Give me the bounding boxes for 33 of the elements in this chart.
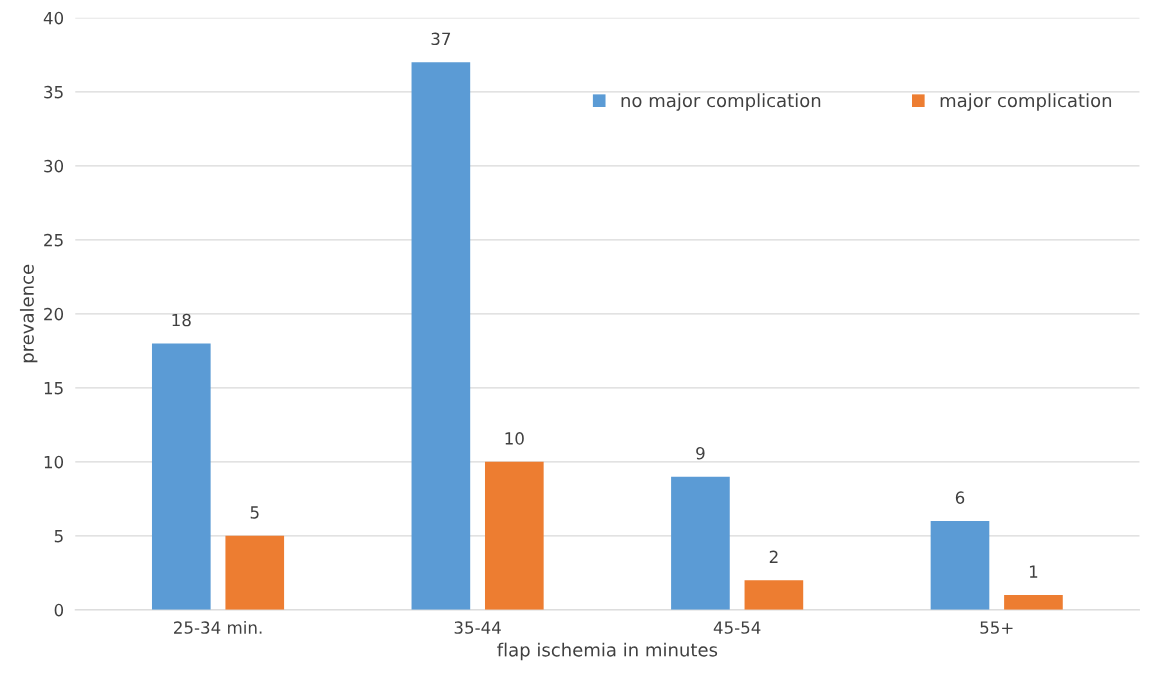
bar — [1004, 595, 1063, 610]
x-tick-label: 35-44 — [454, 621, 501, 634]
data-label: 2 — [769, 550, 778, 563]
bar — [484, 461, 544, 610]
y-tick-label: 10 — [44, 455, 64, 469]
data-label: 6 — [955, 491, 965, 504]
bar — [930, 521, 990, 610]
data-label: 18 — [172, 313, 191, 327]
x-tick-label: 45-54 — [713, 621, 761, 634]
data-label: 37 — [431, 32, 451, 46]
y-tick-label: 25 — [44, 233, 63, 247]
x-tick-label: 55+ — [980, 621, 1013, 634]
bar — [671, 476, 730, 610]
bar — [744, 580, 804, 610]
x-axis-title: flap ischemia in minutes — [497, 642, 718, 661]
data-label: 5 — [250, 506, 259, 519]
bar — [151, 343, 211, 610]
y-tick-label: 5 — [54, 530, 63, 543]
y-tick-label: 40 — [43, 11, 64, 25]
y-tick-label: 30 — [44, 159, 64, 173]
legend-label: no major complication — [621, 93, 821, 111]
bar — [225, 535, 285, 610]
y-axis-title: prevalence — [19, 264, 38, 363]
data-label: 10 — [505, 432, 524, 445]
y-tick-label: 0 — [54, 603, 64, 617]
y-tick-label: 35 — [44, 85, 63, 99]
legend-label: major complication — [940, 93, 1112, 111]
y-tick-label: 15 — [44, 382, 63, 395]
bar — [411, 62, 471, 610]
data-label: 1 — [1029, 565, 1038, 578]
y-tick-label: 20 — [44, 307, 64, 321]
x-tick-label: 25-34 min. — [174, 620, 262, 634]
data-label: 9 — [696, 446, 705, 460]
